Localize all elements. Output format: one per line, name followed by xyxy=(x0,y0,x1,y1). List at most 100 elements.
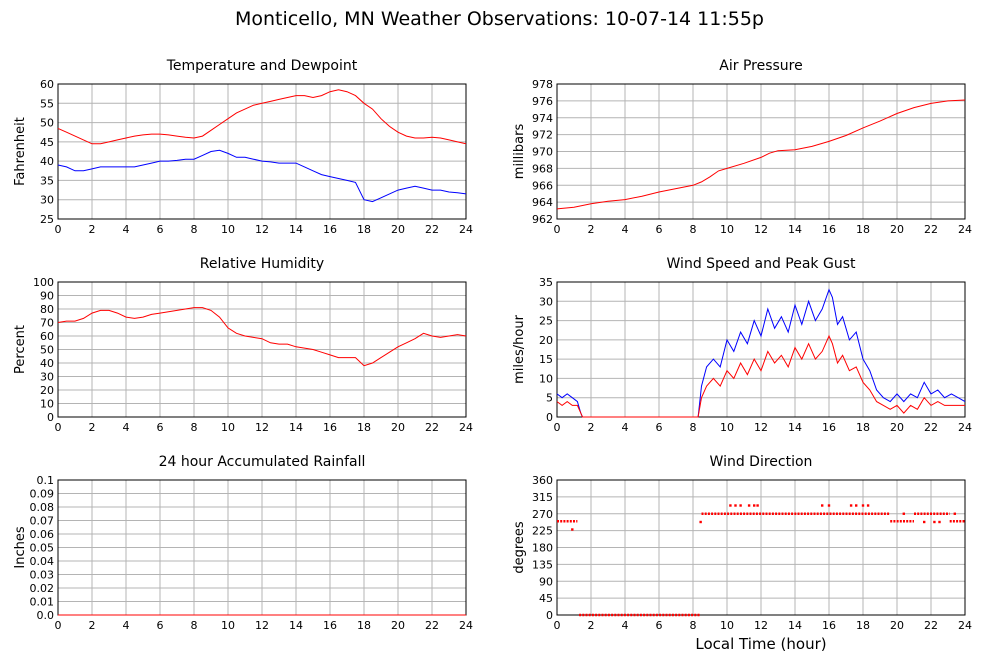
x-tick-label: 22 xyxy=(924,619,938,632)
direction-point xyxy=(747,504,751,507)
x-tick-label: 6 xyxy=(656,421,663,434)
x-tick-label: 0 xyxy=(55,421,62,434)
x-tick-label: 24 xyxy=(958,223,972,236)
y-tick-label: 60 xyxy=(40,330,54,343)
x-tick-label: 16 xyxy=(822,619,836,632)
x-tick-label: 24 xyxy=(459,619,473,632)
y-tick-label: 40 xyxy=(40,155,54,168)
wind-speed-and-peak-gust-series-1-line xyxy=(556,288,966,418)
x-tick-label: 2 xyxy=(588,223,595,236)
x-tick-label: 10 xyxy=(720,223,734,236)
x-tick-label: 18 xyxy=(856,619,870,632)
x-tick-label: 10 xyxy=(720,421,734,434)
y-tick-label: 35 xyxy=(40,174,54,187)
x-tick-label: 2 xyxy=(588,421,595,434)
page-title: Monticello, MN Weather Observations: 10-… xyxy=(234,8,764,30)
y-tick-label: 15 xyxy=(539,353,553,366)
y-tick-label: 10 xyxy=(539,372,553,385)
y-tick-label: 978 xyxy=(532,78,553,91)
x-tick-label: 18 xyxy=(357,619,371,632)
y-tick-label: 20 xyxy=(40,384,54,397)
relative-humidity-ylabel: Percent xyxy=(13,325,28,374)
x-tick-label: 14 xyxy=(289,619,303,632)
y-tick-label: 0.05 xyxy=(30,542,55,555)
direction-point xyxy=(861,504,865,507)
x-tick-label: 12 xyxy=(754,421,768,434)
y-tick-label: 50 xyxy=(40,344,54,357)
x-tick-label: 22 xyxy=(924,421,938,434)
x-tick-label: 0 xyxy=(55,223,62,236)
direction-point xyxy=(902,512,905,515)
x-tick-label: 10 xyxy=(221,223,235,236)
y-tick-label: 976 xyxy=(532,95,553,108)
y-tick-label: 0.08 xyxy=(30,501,55,514)
x-tick-label: 18 xyxy=(856,223,870,236)
x-tick-label: 6 xyxy=(656,619,663,632)
y-tick-label: 970 xyxy=(532,146,553,159)
24-hour-accumulated-rainfall-ylabel: Inches xyxy=(13,526,28,568)
x-tick-label: 14 xyxy=(788,223,802,236)
wind-speed-and-peak-gust-title: Wind Speed and Peak Gust xyxy=(667,256,856,272)
x-axis-label: Local Time (hour) xyxy=(695,635,827,653)
direction-point xyxy=(923,520,926,524)
x-tick-label: 20 xyxy=(890,223,904,236)
y-tick-label: 70 xyxy=(40,317,54,330)
x-tick-label: 4 xyxy=(123,619,130,632)
relative-humidity-title: Relative Humidity xyxy=(200,256,324,272)
y-tick-label: 966 xyxy=(532,179,553,192)
x-tick-label: 0 xyxy=(554,421,561,434)
y-tick-label: 0.09 xyxy=(30,488,55,501)
direction-point xyxy=(933,520,936,524)
y-tick-label: 0 xyxy=(546,609,553,622)
x-tick-label: 4 xyxy=(622,421,629,434)
y-tick-label: 90 xyxy=(40,290,54,303)
y-tick-label: 0.06 xyxy=(30,528,55,541)
x-tick-label: 2 xyxy=(89,223,96,236)
x-tick-label: 16 xyxy=(323,619,337,632)
wind-direction-title: Wind Direction xyxy=(710,454,813,470)
y-tick-label: 0.01 xyxy=(30,596,55,609)
x-tick-label: 2 xyxy=(89,421,96,434)
x-tick-label: 10 xyxy=(221,421,235,434)
y-tick-label: 45 xyxy=(539,592,553,605)
y-tick-label: 0.1 xyxy=(37,474,55,487)
y-tick-label: 225 xyxy=(532,525,553,538)
x-tick-label: 14 xyxy=(788,421,802,434)
x-tick-label: 6 xyxy=(157,421,164,434)
y-tick-label: 55 xyxy=(40,97,54,110)
temperature-and-dewpoint-frame xyxy=(57,83,467,220)
x-tick-label: 8 xyxy=(690,223,697,236)
y-tick-label: 962 xyxy=(532,213,553,226)
x-tick-label: 8 xyxy=(191,619,198,632)
y-tick-label: 60 xyxy=(40,78,54,91)
direction-point xyxy=(699,520,702,524)
x-tick-label: 8 xyxy=(191,421,198,434)
x-tick-label: 12 xyxy=(255,223,269,236)
direction-point xyxy=(938,520,941,524)
wind-direction-frame xyxy=(556,479,966,616)
x-tick-label: 14 xyxy=(788,619,802,632)
y-tick-label: 5 xyxy=(546,392,553,405)
direction-point xyxy=(729,504,732,507)
y-tick-label: 50 xyxy=(40,117,54,130)
direction-point xyxy=(571,528,574,531)
x-tick-label: 20 xyxy=(391,223,405,236)
y-tick-label: 30 xyxy=(539,295,553,308)
x-tick-label: 10 xyxy=(221,619,235,632)
y-tick-label: 0.07 xyxy=(30,515,55,528)
x-tick-label: 18 xyxy=(357,421,371,434)
x-tick-label: 8 xyxy=(191,223,198,236)
x-tick-label: 16 xyxy=(323,223,337,236)
y-tick-label: 25 xyxy=(40,213,54,226)
x-tick-label: 16 xyxy=(822,223,836,236)
y-tick-label: 90 xyxy=(539,575,553,588)
y-tick-label: 270 xyxy=(532,508,553,521)
y-tick-label: 974 xyxy=(532,112,553,125)
x-tick-label: 8 xyxy=(690,421,697,434)
relative-humidity-series-1-line xyxy=(57,307,467,367)
x-tick-label: 6 xyxy=(656,223,663,236)
